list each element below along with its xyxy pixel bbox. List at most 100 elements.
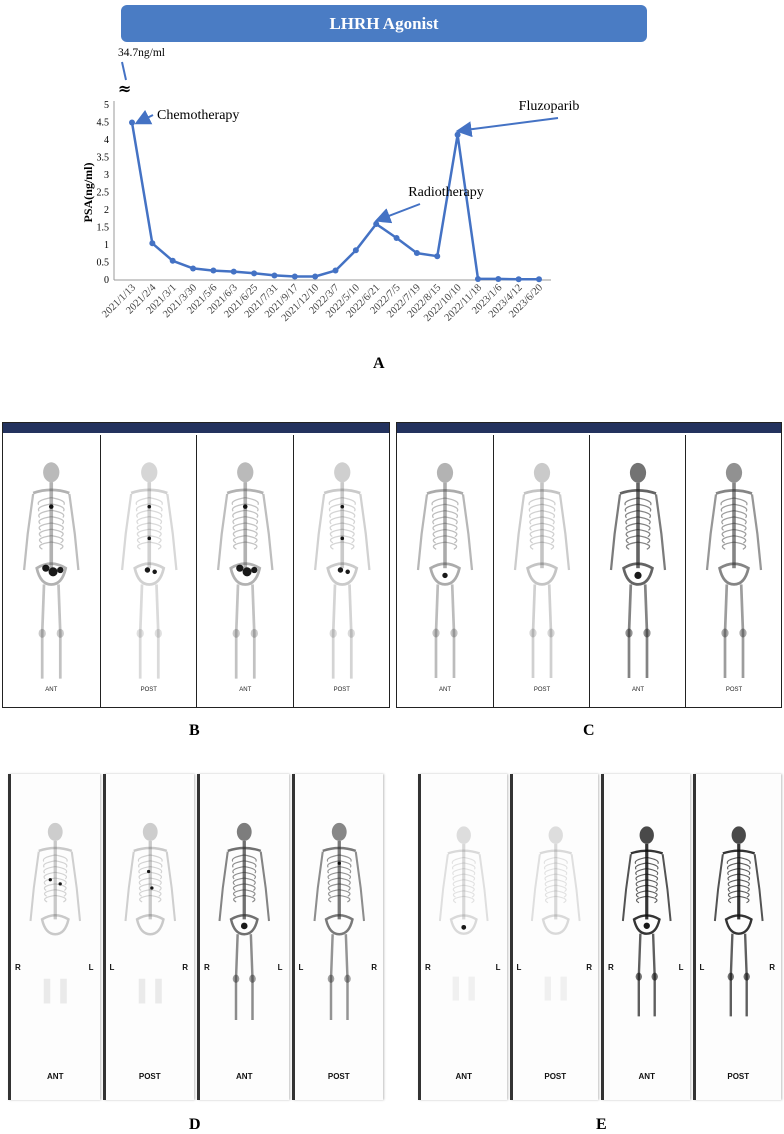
side-marker-right: R [182,963,188,973]
annotation-arrow [374,203,421,224]
skeleton-image [123,822,176,1004]
psa-data-point [210,267,217,274]
psa-data-point [230,268,237,275]
annotation-label: Chemotherapy [157,108,239,123]
scan-view-label: POST [727,1072,750,1081]
psa-data-point [373,221,380,227]
skeleton-image [312,822,365,1020]
psa-data-point [129,119,135,126]
skeleton-image [513,462,571,678]
scan-header-bar [397,423,781,433]
skeleton-image [609,462,667,678]
y-tick-label: 3.5 [97,153,110,164]
scan-view-label: ANT [47,1072,64,1081]
scan-view: ANT [589,435,686,707]
psa-data-point [271,272,278,279]
scan-view: POST [493,435,590,707]
side-marker-right: L [678,963,684,973]
skeleton-image [218,822,271,1020]
scan-film-view: R L ANT [418,774,507,1100]
panel-label-a: A [373,355,385,372]
skeleton-image [621,826,672,1017]
scan-view-label: ANT [455,1072,472,1081]
scan-film-view: L R POST [291,774,383,1100]
y-tick-label: 2.5 [97,188,110,199]
y-tick-label: 4 [104,135,109,146]
scan-film-view: L R POST [692,774,781,1100]
y-axis-title: PSA(ng/ml) [81,162,95,222]
scan-view-label: POST [333,687,350,693]
skeleton-image [416,462,474,678]
psa-data-point [251,270,258,277]
side-marker-left: R [425,963,431,973]
scan-view: POST [292,435,390,707]
psa-data-point [352,247,359,254]
psa-data-point [454,131,461,138]
psa-data-point [149,240,156,247]
scan-film-view: R L ANT [197,774,289,1100]
psa-line-chart: 00.511.522.533.544.55PSA(ng/ml)2021/1/13… [81,47,580,324]
psa-data-point [474,275,481,282]
scan-view-label: POST [533,687,551,693]
y-tick-label: 4.5 [97,118,110,129]
psa-data-point [332,267,339,274]
skeleton-image [22,462,80,679]
scan-view-label: POST [327,1072,350,1081]
scan-film-view: R L ANT [601,774,690,1100]
annotation-label: Radiotherapy [408,185,483,200]
y-tick-label: 3 [104,170,109,181]
scan-view-label: POST [138,1072,161,1081]
panel-label-e: E [596,1116,607,1133]
psa-data-point [291,273,298,280]
scan-view-label: ANT [638,1072,655,1081]
y-tick-label: 5 [104,100,109,111]
scan-view: POST [685,435,781,707]
y-tick-label: 1.5 [97,223,110,234]
panel-label-b: B [189,722,200,739]
axis-break-symbol: ≈ [118,79,131,98]
scan-film-view: L R POST [509,774,598,1100]
side-marker-right: R [769,963,775,973]
skeleton-image [713,826,764,1017]
panel-label-d: D [189,1116,201,1133]
psa-series-line [130,122,539,281]
psa-data-point [495,275,502,282]
bone-scan-panel-e: R L ANT L R POST R L ANT L R POST [416,774,782,1100]
scan-view-label: POST [544,1072,567,1081]
y-tick-label: 2 [104,205,109,216]
annotation-arrow [134,109,154,125]
psa-data-point [312,273,319,280]
break-connector-line [121,61,127,81]
skeleton-image [120,462,178,679]
bone-scan-panel-c: ANT POST ANT POST [396,422,782,708]
psa-data-point [169,257,176,264]
scan-view-label: POST [140,687,157,693]
side-marker-left: R [608,963,614,973]
psa-data-point [393,235,400,241]
scan-view-label: ANT [632,687,644,693]
y-tick-label: 1 [104,240,109,251]
annotation-label: Fluzoparib [519,99,580,114]
banner-label: LHRH Agonist [329,13,439,33]
scan-view: ANT [397,435,493,707]
panel-label-c: C [583,722,595,739]
side-marker-left: R [204,963,210,973]
psa-data-point [515,276,522,283]
scan-film-view: L R POST [102,774,194,1100]
y-tick-label: 0 [104,275,109,286]
initial-value-label: 34.7ng/ml [118,47,165,59]
scan-view-label: ANT [236,1072,253,1081]
scan-frame: ANT POST ANT POST [396,422,782,708]
skeleton-image [216,462,274,679]
psa-data-point [413,250,420,257]
side-marker-right: L [277,963,283,973]
skeleton-image [438,826,489,1001]
psa-data-point [434,253,441,260]
psa-data-point [536,276,542,283]
side-marker-right: L [88,963,94,973]
skeleton-image [313,462,371,679]
side-marker-right: L [495,963,501,973]
side-marker-left: L [516,963,522,973]
scan-view: ANT [3,435,100,707]
scan-frame: ANT POST ANT POST [2,422,390,708]
